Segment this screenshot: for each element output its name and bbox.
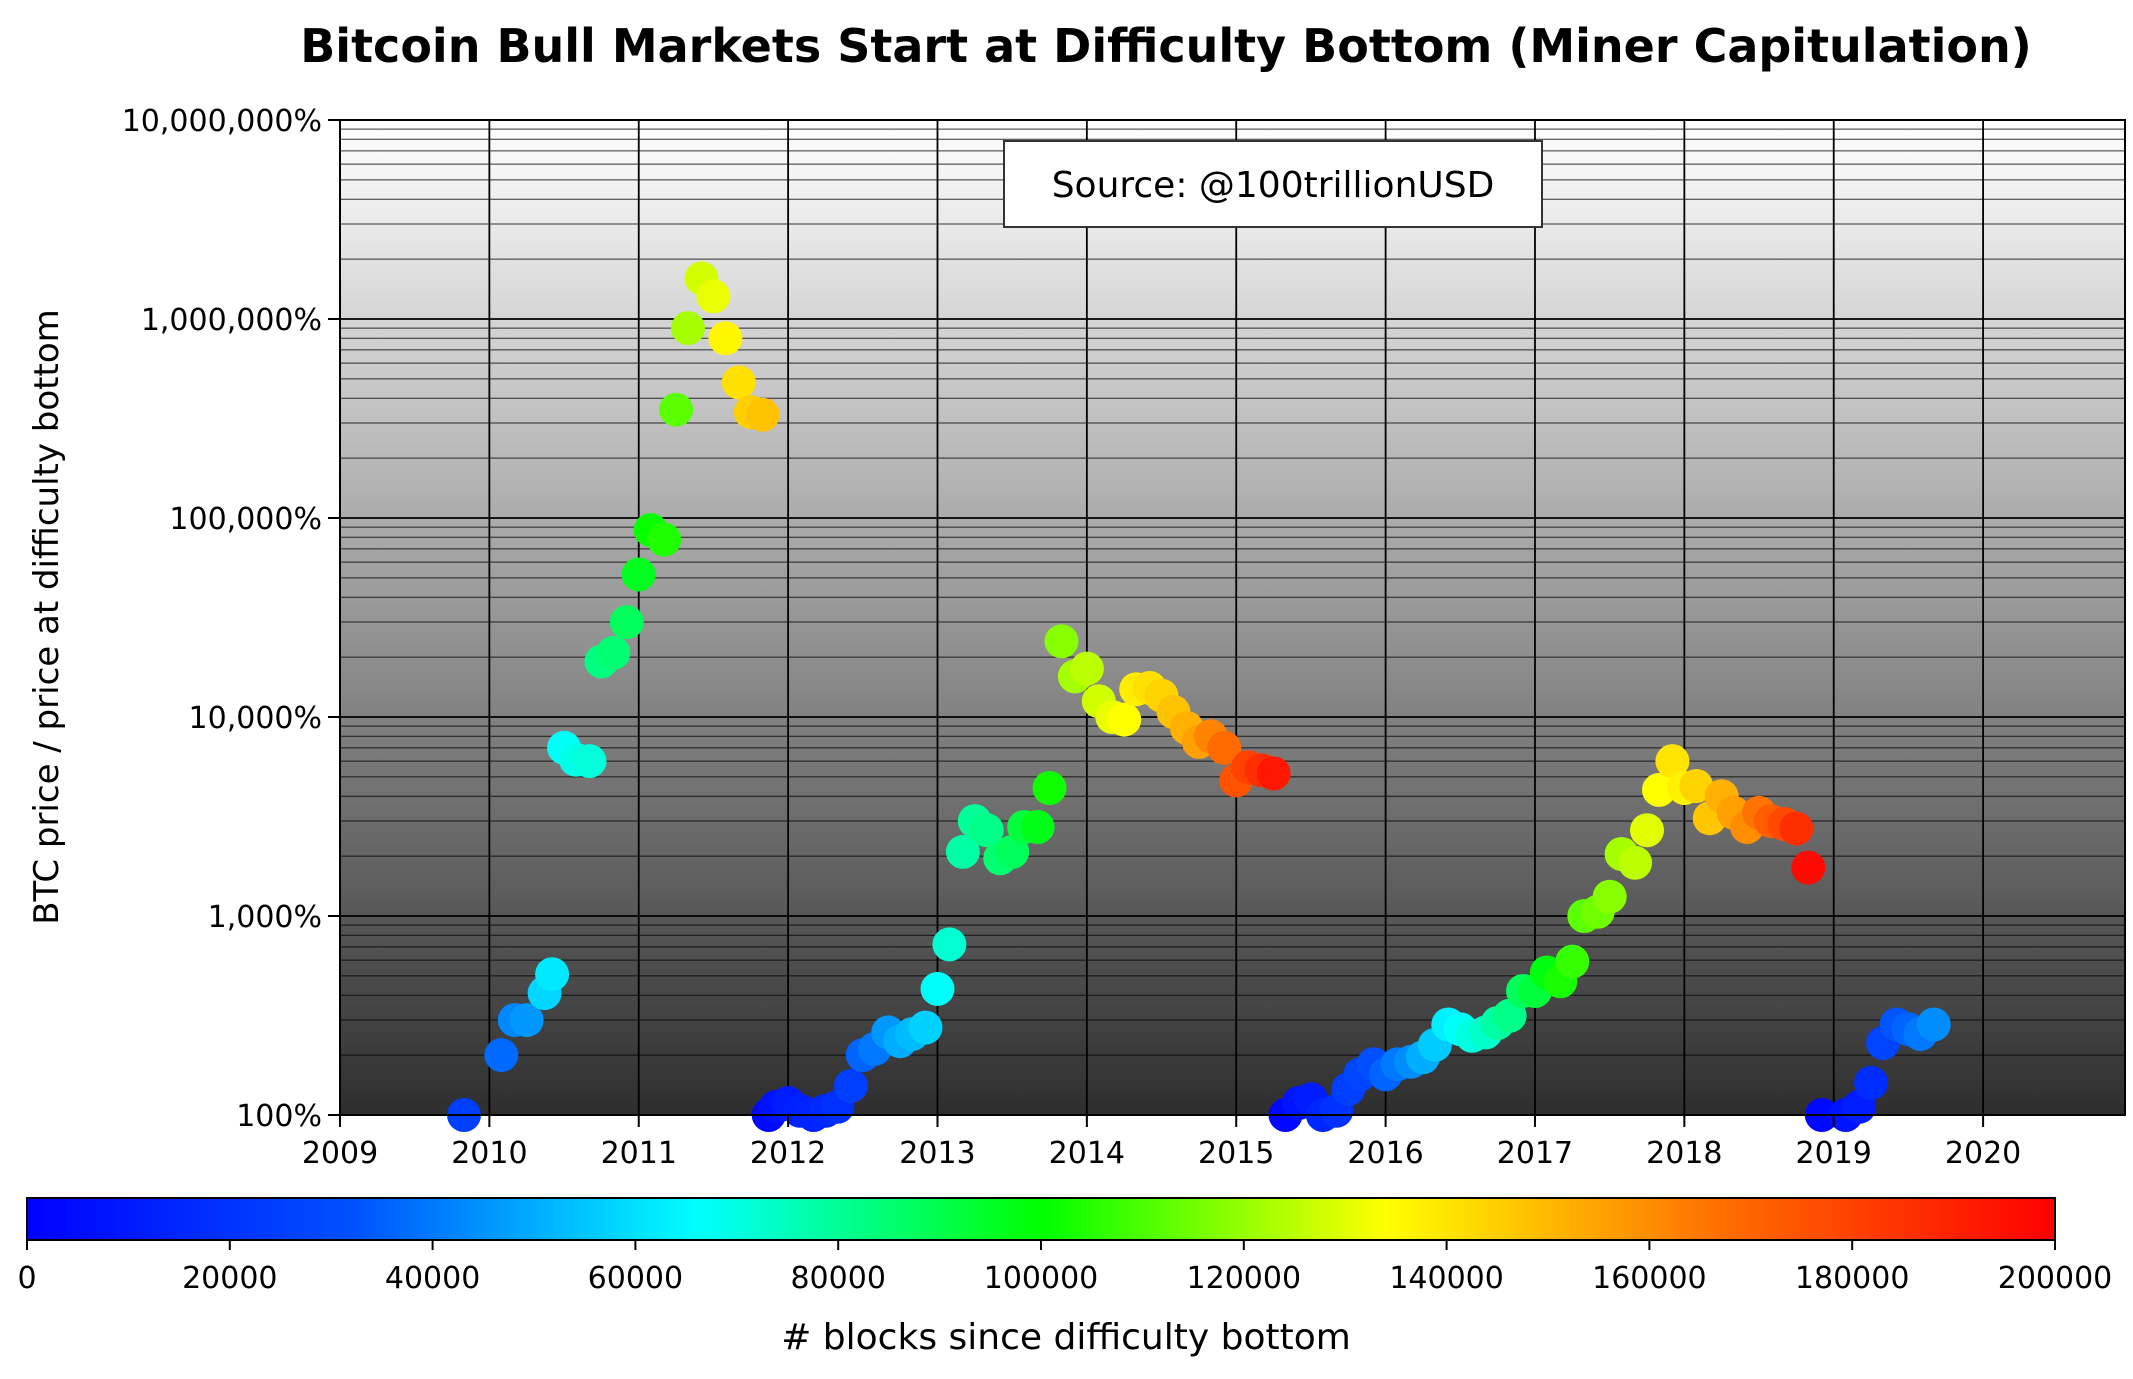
y-tick-label: 1,000% [208,900,322,935]
data-point [1655,744,1690,779]
data-point [696,279,731,314]
data-point [969,813,1004,848]
data-point [1618,845,1653,880]
x-tick-label: 2012 [750,1136,826,1171]
colorbar-tick-label: 200000 [1998,1261,2113,1296]
source-annotation-box [1003,140,1543,228]
x-tick-label: 2014 [1049,1136,1125,1171]
chart-title: Bitcoin Bull Markets Start at Difficulty… [300,19,2032,73]
data-point [1020,810,1055,844]
plot-frame [339,119,2126,1116]
data-point [572,744,607,779]
data-point [596,635,631,670]
x-tick-label: 2016 [1347,1136,1423,1171]
data-point [1555,944,1590,979]
x-tick-label: 2009 [302,1136,378,1171]
data-point [1492,998,1527,1033]
data-points [447,261,1951,1132]
data-point [1069,651,1104,686]
colorbar-tick-label: 40000 [385,1261,480,1296]
plot-background [340,120,2125,1115]
y-axis-ticks: 100% 1,000% 10,000% 100,000% 1,000,000% 10,00… [122,104,340,1134]
colorbar-tick-label: 0 [17,1261,36,1296]
colorbar-tick-label: 140000 [1389,1261,1504,1296]
colorbar-tick-label: 100000 [984,1261,1099,1296]
plot-area [339,119,2126,1132]
data-point [1916,1007,1951,1042]
data-point [1207,730,1242,765]
data-point [1642,772,1676,807]
y-tick-label: 10,000,000% [122,104,322,139]
data-point [1044,624,1079,659]
colorbar-tick-label: 180000 [1795,1261,1910,1296]
data-point [484,1038,519,1073]
x-tick-label: 2015 [1198,1136,1274,1171]
data-point [1791,850,1826,885]
colorbar-gradient [26,1197,2056,1241]
y-tick-label: 100% [236,1099,322,1134]
x-tick-label: 2019 [1796,1136,1872,1171]
data-point [659,392,694,427]
x-tick-label: 2017 [1497,1136,1573,1171]
colorbar-tick-label: 20000 [182,1261,277,1296]
data-point [1256,756,1291,791]
y-tick-label: 1,000,000% [141,303,322,338]
data-point [833,1068,868,1103]
y-axis-label: BTC price / price at difficulty bottom [27,309,67,925]
colorbar-tick-label: 160000 [1592,1261,1707,1296]
data-point [535,957,570,992]
x-tick-label: 2010 [451,1136,527,1171]
data-point [1779,811,1814,846]
data-point [1592,879,1627,914]
x-axis-ticks: 2009 2010 2011 2012 2013 2014 2015 2016 2017 2018… [302,1115,2021,1171]
x-tick-label: 2018 [1646,1136,1722,1171]
colorbar-label: # blocks since difficulty bottom [781,1317,1351,1358]
source-annotation-text: Source: @100trillionUSD [1052,165,1495,206]
data-point [920,971,955,1006]
y-tick-label: 10,000% [189,701,322,736]
x-tick-label: 2020 [1945,1136,2021,1171]
data-point [621,557,656,592]
data-point [745,397,780,432]
data-point [609,605,644,640]
data-point [1032,771,1067,805]
data-point [932,927,967,962]
data-point [908,1010,943,1045]
data-point [945,834,980,869]
data-point [671,311,705,346]
colorbar-tick-label: 80000 [790,1261,885,1296]
colorbar-tick-label: 120000 [1187,1261,1302,1296]
data-point [1107,702,1142,737]
data-point [1854,1065,1889,1100]
data-point [708,321,743,356]
data-point [1630,813,1664,848]
source-annotation: Source: @100trillionUSD [1003,140,1543,228]
y-tick-label: 100,000% [169,502,322,537]
colorbar: 0 20000 40000 60000 80000 100000 120000 140000 1… [17,1197,2112,1358]
data-point [721,365,756,400]
data-point [647,522,682,557]
x-tick-label: 2011 [601,1136,677,1171]
x-tick-label: 2013 [899,1136,975,1171]
colorbar-ticks: 0 20000 40000 60000 80000 100000 120000 140000 1… [17,1240,2112,1296]
colorbar-tick-label: 60000 [588,1261,683,1296]
data-point [509,1003,544,1038]
